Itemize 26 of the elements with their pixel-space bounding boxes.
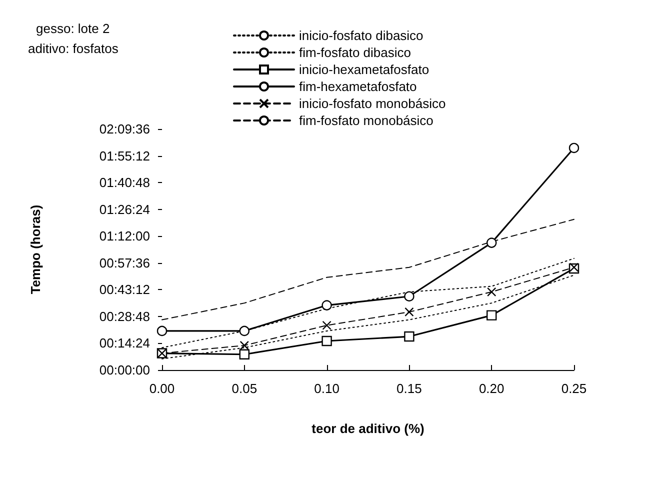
text: gesso: lote 2 xyxy=(36,21,110,36)
y-tick-label: 00:14:24 xyxy=(99,336,150,351)
x-tick-label: 0.25 xyxy=(561,381,587,396)
y-tick-label: 00:57:36 xyxy=(99,255,150,270)
y-tick-label: 01:40:48 xyxy=(99,175,150,190)
text: aditivo: fosfatos xyxy=(28,41,119,56)
x-tick-label: 0.10 xyxy=(314,381,340,396)
y-axis-title: Tempo (horas) xyxy=(28,204,43,294)
x-tick-label: 0.20 xyxy=(478,381,504,396)
x-tick-label: 0.15 xyxy=(396,381,422,396)
legend-label: fim-fosfato monobásico xyxy=(299,113,434,128)
legend-label: fim-hexametafosfato xyxy=(299,79,417,94)
y-tick-label: 00:28:48 xyxy=(99,308,150,324)
legend-label: inicio-hexametafosfato xyxy=(299,62,430,77)
legend-label: inicio-fosfato dibasico xyxy=(299,28,424,43)
y-tick-label: 00:00:00 xyxy=(99,362,150,378)
x-axis-title: teor de aditivo (%) xyxy=(312,421,424,436)
y-tick-label: 01:12:00 xyxy=(99,228,150,244)
y-tick-label: 00:43:12 xyxy=(99,282,150,298)
legend-label: fim-fosfato dibasico xyxy=(299,45,411,60)
x-tick-label: 0.00 xyxy=(149,381,175,396)
y-tick-label: 01:55:12 xyxy=(99,148,150,164)
legend-label: inicio-fosfato monobásico xyxy=(299,96,446,111)
y-tick-label: 02:09:36 xyxy=(99,122,150,136)
x-tick-label: 0.05 xyxy=(232,381,258,396)
y-tick-label: 01:26:24 xyxy=(99,202,150,217)
